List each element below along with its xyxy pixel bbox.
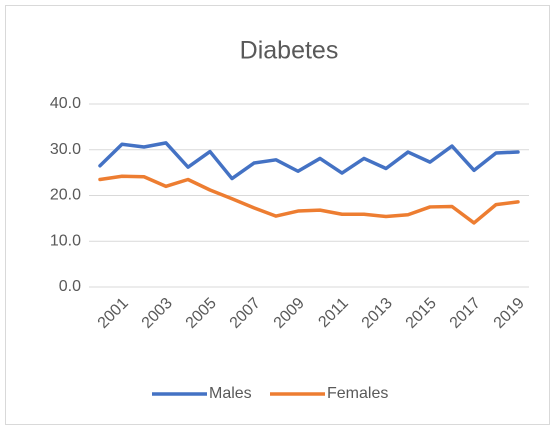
legend-label: Females bbox=[327, 385, 388, 402]
y-tick-label: 40.0 bbox=[50, 95, 81, 112]
y-tick-label: 20.0 bbox=[50, 187, 81, 204]
legend-label: Males bbox=[209, 385, 252, 402]
y-tick-label: 10.0 bbox=[50, 232, 81, 249]
y-tick-label: 30.0 bbox=[50, 141, 81, 158]
y-tick-label: 0.0 bbox=[59, 278, 81, 295]
line bbox=[98, 141, 520, 181]
chart-title: Diabetes bbox=[240, 37, 339, 65]
line bbox=[98, 174, 520, 225]
